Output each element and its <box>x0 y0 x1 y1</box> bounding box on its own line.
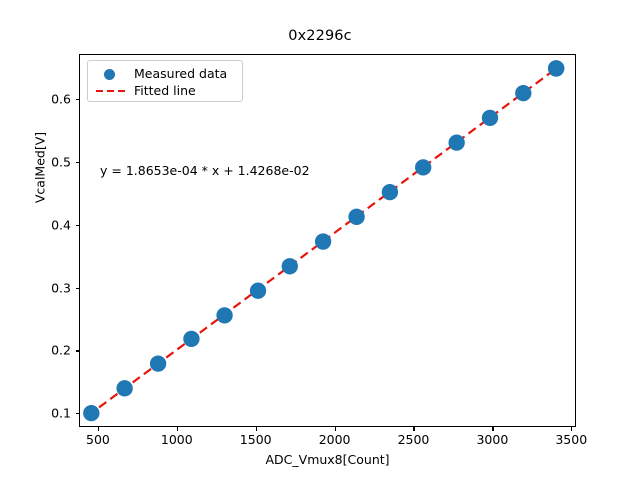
plot-canvas <box>83 60 565 422</box>
x-tick-label: 2000 <box>318 432 351 447</box>
x-tick-mark <box>492 427 494 431</box>
plot-area <box>79 54 576 427</box>
legend: Measured data Fitted line <box>87 60 243 102</box>
x-tick-mark <box>97 427 100 431</box>
data-point <box>249 282 267 299</box>
x-tick-mark <box>255 427 257 431</box>
y-tick-mark <box>75 224 79 226</box>
legend-item-fitted-line: Fitted line <box>94 82 236 99</box>
data-point <box>448 134 465 151</box>
page-title: 0x2296c <box>288 28 352 44</box>
data-point <box>281 258 298 275</box>
x-tick-label: 3000 <box>476 432 509 447</box>
x-tick-mark <box>334 427 336 431</box>
data-point <box>216 307 233 324</box>
x-tick-label: 2500 <box>397 432 430 447</box>
y-tick-label: 0.3 <box>51 280 71 296</box>
data-point <box>547 60 565 77</box>
y-tick-mark <box>75 350 79 352</box>
x-tick-label: 1500 <box>239 432 272 447</box>
data-point <box>481 109 499 127</box>
data-point <box>314 233 332 250</box>
legend-item-measured-data: Measured data <box>94 65 236 82</box>
y-tick-label: 0.4 <box>51 217 71 233</box>
dashed-line-icon <box>94 83 130 99</box>
y-tick-label: 0.5 <box>51 154 71 170</box>
y-axis-label: VcalMed[V] <box>32 131 48 204</box>
y-tick-mark <box>75 413 79 415</box>
y-tick-label: 0.2 <box>51 342 71 358</box>
y-tick-mark <box>75 162 79 164</box>
y-tick-mark <box>75 287 79 289</box>
x-tick-mark <box>413 427 415 431</box>
x-tick-label: 1000 <box>160 432 193 447</box>
x-tick-label: 500 <box>85 432 110 447</box>
data-point <box>381 183 399 201</box>
data-point <box>83 404 100 422</box>
data-point <box>183 330 200 348</box>
x-tick-mark <box>176 427 178 431</box>
y-tick-mark <box>75 99 79 101</box>
data-point <box>348 208 365 225</box>
fit-equation-annotation: y = 1.8653e-04 * x + 1.4268e-02 <box>100 163 310 178</box>
data-point <box>415 159 432 176</box>
y-tick-label: 0.1 <box>51 405 71 421</box>
y-tick-label: 0.6 <box>51 91 71 107</box>
x-tick-mark <box>571 427 573 431</box>
x-tick-label: 3500 <box>555 432 588 447</box>
legend-label-fitted-line: Fitted line <box>134 83 196 98</box>
x-axis-label: ADC_Vmux8[Count] <box>265 452 390 467</box>
circle-marker-icon <box>94 66 130 82</box>
legend-label-measured-data: Measured data <box>134 66 228 81</box>
data-point <box>149 355 167 372</box>
data-point <box>515 85 532 102</box>
data-point <box>116 380 133 397</box>
